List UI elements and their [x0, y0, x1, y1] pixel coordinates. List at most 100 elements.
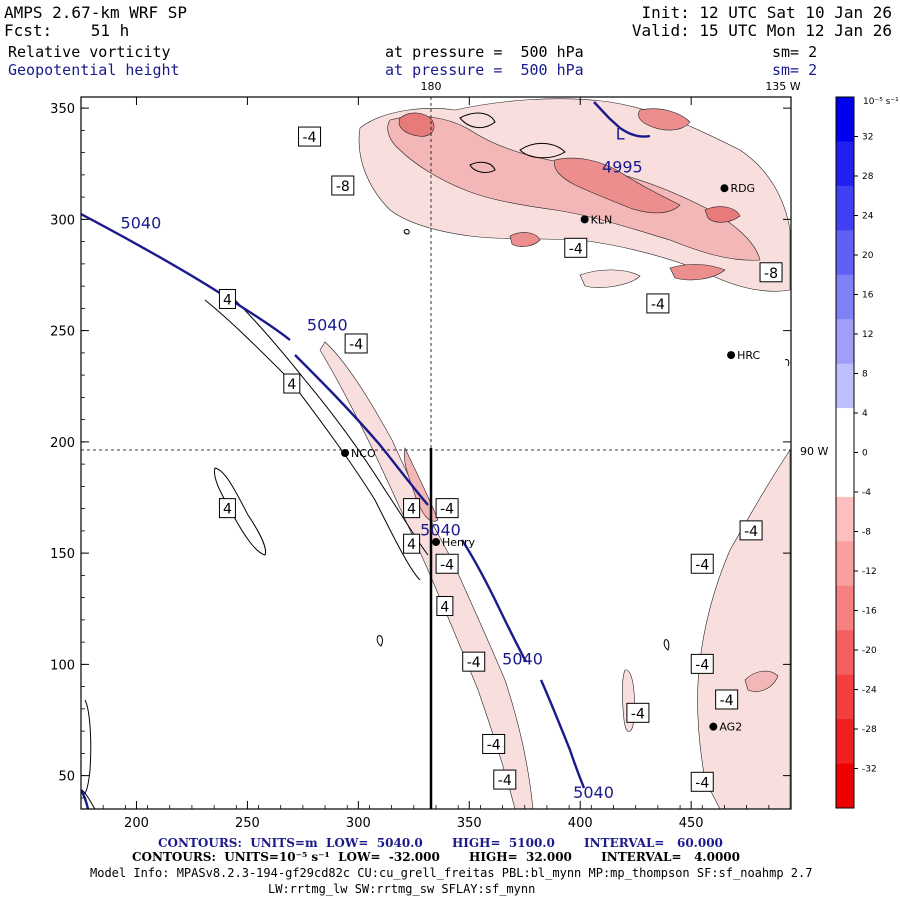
colorbar-tick-label: -28	[862, 725, 877, 735]
colorbar-tick-label: 20	[862, 251, 874, 261]
vorticity-label-box	[298, 126, 322, 147]
axis-ticks-layer: 200 250 300 350 400 450 350 300 250 200 150 100 50	[50, 97, 792, 831]
vorticity-label-box	[646, 293, 670, 314]
lon-label-180: 180	[421, 80, 442, 93]
vorticity-label-box	[493, 769, 517, 790]
vorticity-contour-label: -4	[482, 733, 506, 754]
station-label: RDG	[730, 182, 755, 195]
field1-name: Relative vorticity	[8, 43, 171, 61]
vorticity-contour-label: -4	[690, 771, 714, 792]
field2-pressure: at pressure = 500 hPa	[385, 61, 584, 79]
vorticity-contour-label: -4	[564, 237, 588, 258]
height-contour-label: 5040	[502, 649, 543, 668]
colorbar: 10⁻⁵ s⁻¹ 32 28 24 20 16 12 8 4 0 -4 -8 -12 -16 -20 -24…	[835, 96, 899, 809]
vorticity-label-text: -4	[720, 693, 734, 709]
field1-smooth: sm= 2	[772, 43, 818, 61]
low-pressure-marker: L	[616, 124, 625, 143]
x-tick-label: 200	[124, 816, 149, 831]
colorbar-segment	[836, 674, 854, 720]
colorbar-segment	[836, 408, 854, 453]
colorbar-tick-label: -32	[862, 765, 877, 775]
vorticity-label-text: 4	[223, 502, 232, 518]
height-label-layer: 5040 5040 5040 5040 5040 4995 L	[121, 124, 643, 802]
vorticity-contour-label: -4	[690, 553, 714, 574]
x-tick-label: 450	[679, 816, 704, 831]
vorticity-label-box	[690, 653, 714, 674]
vorticity-label-text: 4	[223, 292, 232, 308]
colorbar-segment	[836, 585, 854, 631]
station-marker	[709, 722, 718, 731]
colorbar-segment	[836, 185, 854, 231]
vorticity-label-box	[218, 498, 236, 519]
station-label: HRC	[737, 349, 760, 362]
colorbar-tick-label: -4	[862, 488, 871, 498]
height-contour-label: 5040	[420, 520, 461, 539]
colorbar-segment	[836, 97, 854, 142]
vorticity-label-text: -4	[498, 773, 512, 789]
vorticity-label-text: -4	[695, 557, 709, 573]
colorbar-tick-label: 0	[862, 449, 868, 459]
x-tick-label: 300	[346, 816, 371, 831]
colorbar-segment	[836, 230, 854, 276]
colorbar-segment	[836, 363, 854, 409]
vorticity-label-text: 4	[407, 537, 416, 553]
station-marker	[727, 351, 736, 360]
colorbar-segment	[836, 763, 854, 809]
vorticity-contour-label: -8	[759, 262, 783, 283]
field2-smooth: sm= 2	[772, 61, 818, 79]
vorticity-contour-label: -4	[344, 333, 368, 354]
lon-label-90w: 90 W	[800, 445, 828, 458]
vorticity-label-text: -8	[764, 266, 778, 282]
colorbar-tick-label: -8	[862, 528, 871, 538]
station-marker	[720, 184, 729, 193]
height-contour-label: 5040	[121, 213, 162, 232]
station-label: AG2	[719, 721, 742, 734]
colorbar-segment	[836, 719, 854, 765]
vorticity-contour-label: -4	[715, 689, 739, 710]
vorticity-contour-label: 4	[403, 498, 421, 519]
vorticity-label-box	[435, 498, 459, 519]
vorticity-contour-label: 4	[218, 498, 236, 519]
colorbar-tick-label: 24	[862, 212, 874, 222]
colorbar-segment	[836, 452, 854, 498]
y-tick-label: 100	[50, 658, 75, 673]
vorticity-contour-label: -4	[690, 653, 714, 674]
vorticity-contour-label: -4	[462, 651, 486, 672]
colorbar-tick-label: -24	[862, 686, 877, 696]
y-tick-label: 350	[50, 102, 75, 117]
station-label: KLN	[591, 213, 613, 226]
y-tick-label: 200	[50, 436, 75, 451]
colorbar-tick-label: 28	[862, 172, 874, 182]
valid-time: Valid: 15 UTC Mon 12 Jan 26	[631, 21, 892, 40]
vorticity-label-layer: -4 -8 -4 -8 -4 4 -4 4 4 4 -4 4 -4 4 -4 -4 -4 -4 -4 -4 -4 -4 -4	[218, 126, 783, 792]
vorticity-contour-label: -4	[739, 520, 763, 541]
model-physics-line: LW:rrtmg_lw SW:rrtmg_sw SFLAY:sf_mynn	[268, 882, 536, 896]
vorticity-contour-label: 4	[403, 533, 421, 554]
vorticity-label-box	[626, 702, 650, 723]
vorticity-contour-label: -4	[626, 702, 650, 723]
y-tick-label: 50	[58, 770, 75, 785]
colorbar-segment	[836, 141, 854, 187]
colorbar-tick-label: -20	[862, 646, 877, 656]
station-label: NCO	[351, 447, 376, 460]
vorticity-label-text: -4	[569, 241, 583, 257]
colorbar-tick-label: -12	[862, 567, 877, 577]
height-contour-label: 5040	[573, 783, 614, 802]
vorticity-contour-label: 4	[436, 596, 454, 617]
vorticity-label-box	[739, 520, 763, 541]
vorticity-contour-label: -4	[435, 553, 459, 574]
field2-name: Geopotential height	[8, 61, 180, 79]
vorticity-label-box	[435, 553, 459, 574]
x-tick-label: 250	[235, 816, 260, 831]
vorticity-label-box	[331, 175, 355, 196]
vorticity-label-box	[482, 733, 506, 754]
colorbar-segment	[836, 541, 854, 587]
colorbar-segment	[836, 319, 854, 365]
vorticity-label-text: -4	[440, 502, 454, 518]
vorticity-label-box	[759, 262, 783, 283]
model-title: AMPS 2.67-km WRF SP	[4, 3, 188, 22]
map-field-layer: 5040 5040 5040 5040 5040 4995 L -4 -8 -4 -8 -4 4 -4 4…	[81, 97, 791, 809]
colorbar-segment	[836, 630, 854, 676]
